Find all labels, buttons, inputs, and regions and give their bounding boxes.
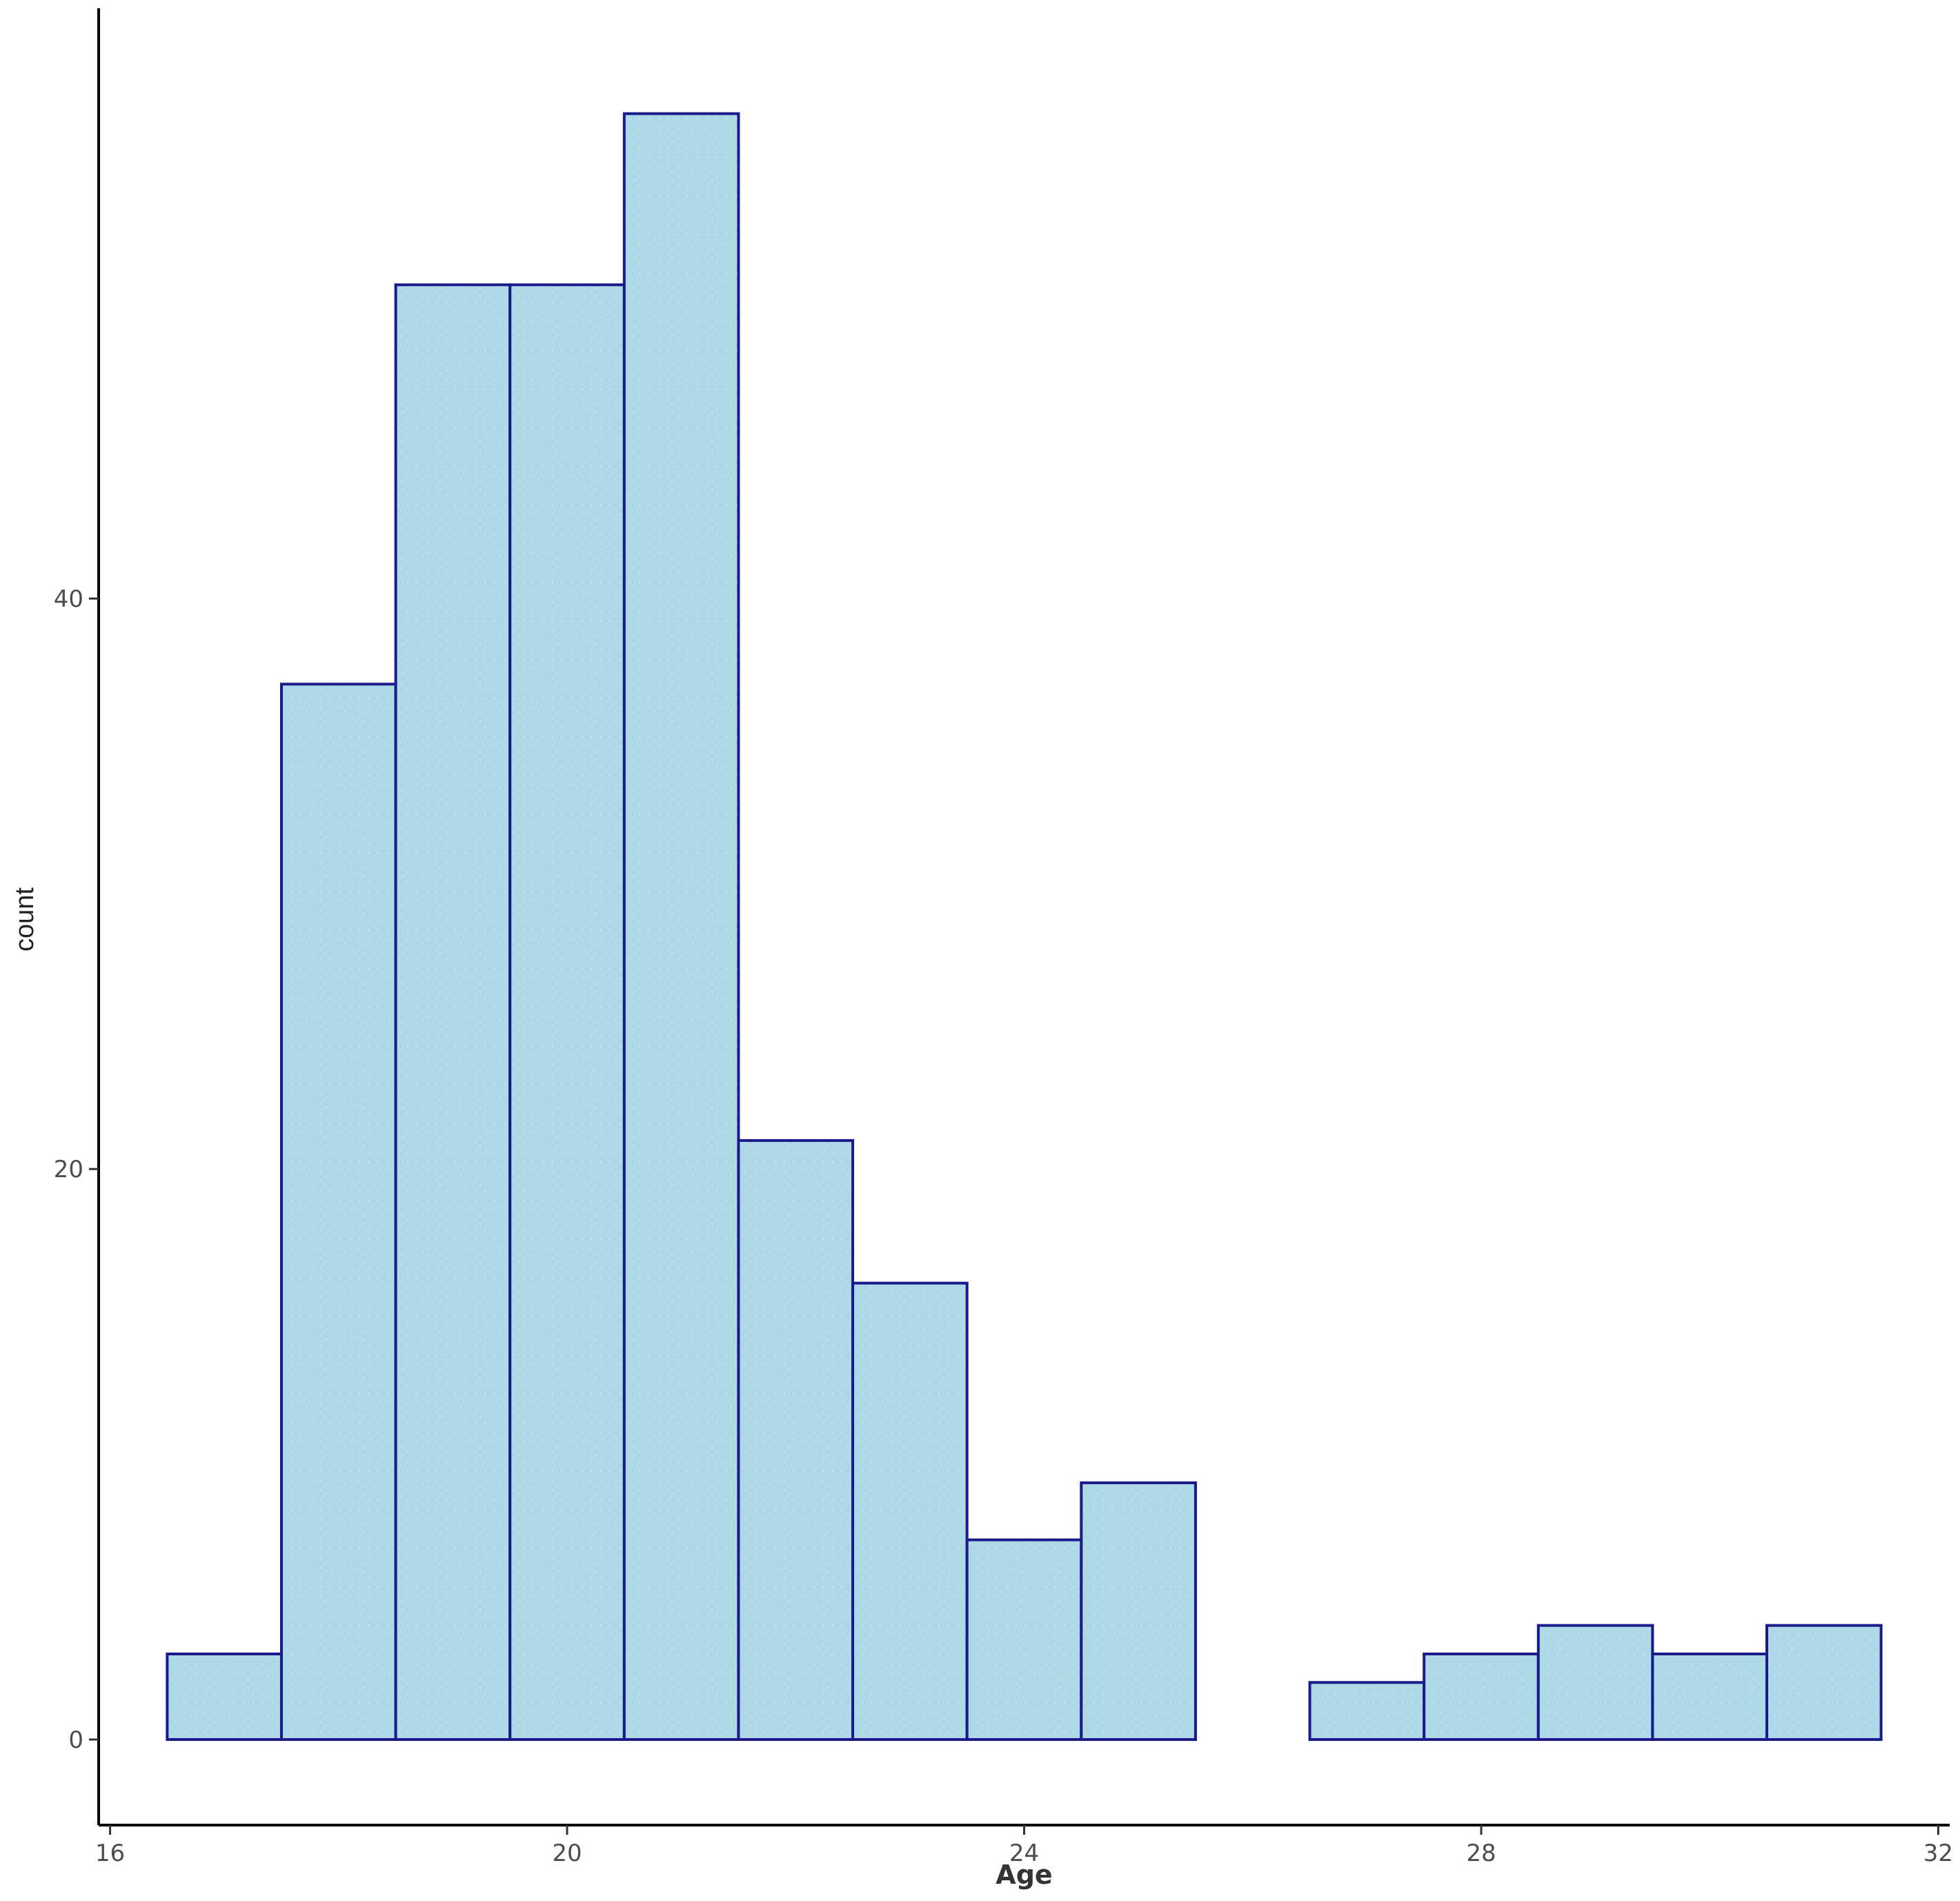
x-tick-label: 28 [1466, 1840, 1496, 1867]
y-tick-label: 20 [54, 1156, 83, 1183]
histogram-bar-2 [279, 682, 397, 1741]
y-tick-label: 0 [68, 1726, 83, 1754]
x-tick-label: 32 [1923, 1840, 1953, 1867]
histogram-bar-15 [1765, 1624, 1883, 1741]
histogram-bar-13 [1536, 1624, 1654, 1741]
y-tick-label: 40 [54, 585, 83, 613]
histogram-bar-7 [851, 1281, 969, 1741]
y-ticks-layer: 0 20 40 [54, 585, 99, 1754]
bars-layer [166, 112, 1883, 1741]
histogram-bar-8 [965, 1538, 1083, 1741]
x-ticks-layer: 16 20 24 28 32 [95, 1825, 1953, 1867]
x-axis-title: Age [996, 1860, 1052, 1890]
x-tick-label: 24 [1009, 1840, 1039, 1867]
histogram-bar-9 [1080, 1481, 1197, 1741]
histogram-bar-5 [622, 112, 740, 1741]
histogram-bar-11 [1308, 1681, 1426, 1741]
histogram-bar-4 [508, 283, 626, 1741]
histogram-bar-6 [737, 1139, 855, 1741]
x-tick-label: 20 [552, 1840, 582, 1867]
histogram-bar-12 [1423, 1652, 1540, 1741]
y-axis-title: count [10, 887, 39, 952]
histogram-bar-1 [166, 1652, 283, 1741]
histogram-bar-3 [394, 283, 512, 1741]
x-tick-label: 16 [95, 1840, 125, 1867]
histogram-bar-14 [1651, 1652, 1769, 1741]
